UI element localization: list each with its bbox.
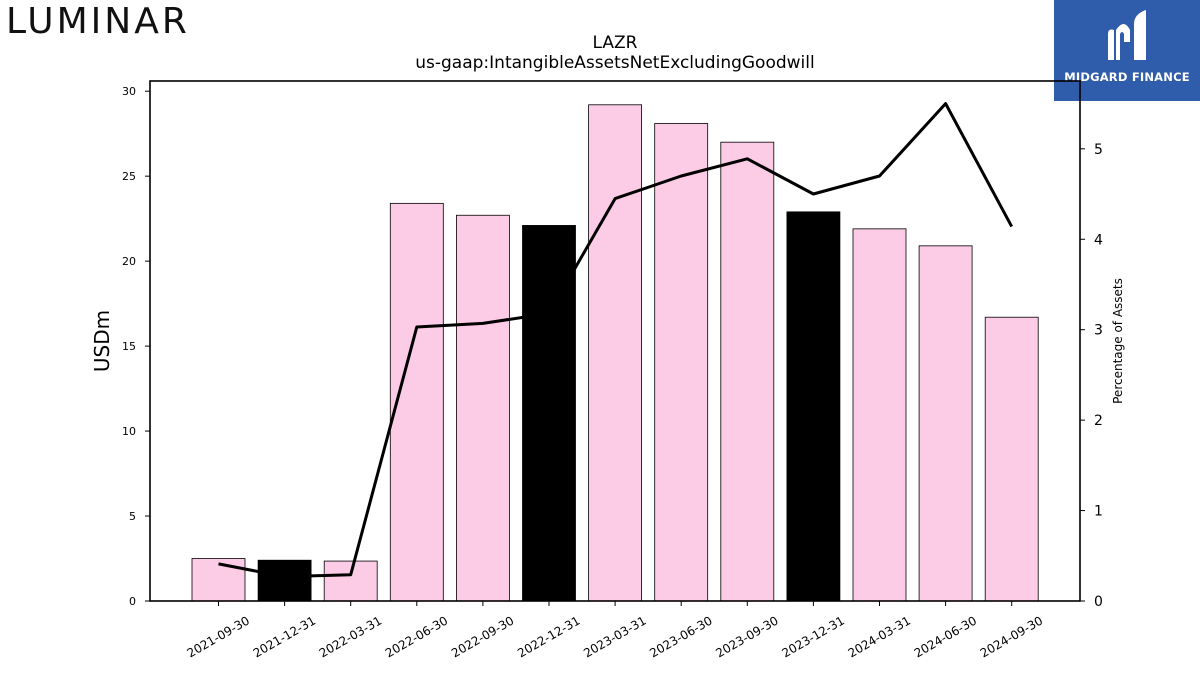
- bar-2023-09-30: [720, 141, 775, 602]
- x-tick-label: 2021-12-31: [251, 613, 318, 660]
- percentage-line-path: [218, 102, 1014, 579]
- y-tick-label: 0: [129, 595, 136, 608]
- chart-subtitle: us-gaap:IntangibleAssetsNetExcludingGood…: [415, 53, 814, 73]
- x-tick-label: 2023-09-30: [713, 613, 780, 660]
- y-axis-label: USDm: [90, 310, 114, 372]
- bar-2024-03-31: [852, 228, 907, 602]
- x-tick-label: 2023-06-30: [647, 613, 714, 660]
- y-tick-label: 5: [129, 510, 136, 523]
- y-tick-label: 15: [122, 340, 136, 353]
- x-tick-label: 2024-09-30: [978, 613, 1045, 660]
- y2-tick-label: 2: [1094, 413, 1103, 429]
- chart-title: LAZR: [593, 33, 638, 53]
- y2-tick-label: 0: [1094, 594, 1103, 610]
- watermark-text: MIDGARD FINANCE: [1064, 70, 1190, 84]
- bar-2023-06-30: [654, 123, 709, 602]
- bar-2021-09-30: [191, 558, 246, 602]
- midgard-finance-logo: MIDGARD FINANCE: [1054, 0, 1200, 101]
- luminar-logo: LUMINAR: [6, 1, 190, 42]
- y-axis-ticks: 0 5 10 15 20 25 30: [122, 85, 150, 608]
- x-tick-label: 2022-09-30: [449, 613, 516, 660]
- x-tick-label: 2023-03-31: [581, 613, 648, 660]
- bar-2022-09-30: [455, 214, 510, 602]
- y2-tick-label: 3: [1094, 323, 1103, 339]
- bar-2022-03-31: [323, 560, 378, 602]
- bar-2022-06-30: [389, 202, 444, 602]
- bar-2022-12-31: [522, 225, 576, 602]
- x-tick-label: 2022-03-31: [317, 613, 384, 660]
- bars: [191, 104, 1039, 602]
- y2-axis-ticks: 0 1 2 3 4 5: [1080, 142, 1103, 610]
- y-tick-label: 20: [122, 255, 136, 268]
- x-tick-label: 2022-06-30: [383, 613, 450, 660]
- x-axis-ticks: 2021-09-302021-12-312022-03-312022-06-30…: [185, 601, 1045, 660]
- percentage-line: [218, 102, 1014, 579]
- y-tick-label: 25: [122, 170, 136, 183]
- bar-2023-03-31: [588, 104, 642, 602]
- x-tick-label: 2023-12-31: [779, 613, 846, 660]
- y-tick-label: 30: [122, 85, 136, 98]
- bar-2023-12-31: [786, 211, 841, 602]
- bar-2024-09-30: [984, 316, 1039, 602]
- y2-tick-label: 1: [1094, 504, 1103, 520]
- x-tick-label: 2022-12-31: [515, 613, 582, 660]
- x-tick-label: 2024-03-31: [846, 613, 913, 660]
- bar-2021-12-31: [257, 559, 312, 602]
- x-tick-label: 2021-09-30: [185, 613, 252, 660]
- y-tick-label: 10: [122, 425, 136, 438]
- y2-tick-label: 5: [1094, 142, 1103, 158]
- y2-tick-label: 4: [1094, 232, 1103, 248]
- midgard-logo-icon: [1108, 10, 1146, 60]
- y2-axis-label: Percentage of Assets: [1111, 278, 1125, 404]
- bar-2024-06-30: [918, 245, 973, 602]
- x-tick-label: 2024-06-30: [912, 613, 979, 660]
